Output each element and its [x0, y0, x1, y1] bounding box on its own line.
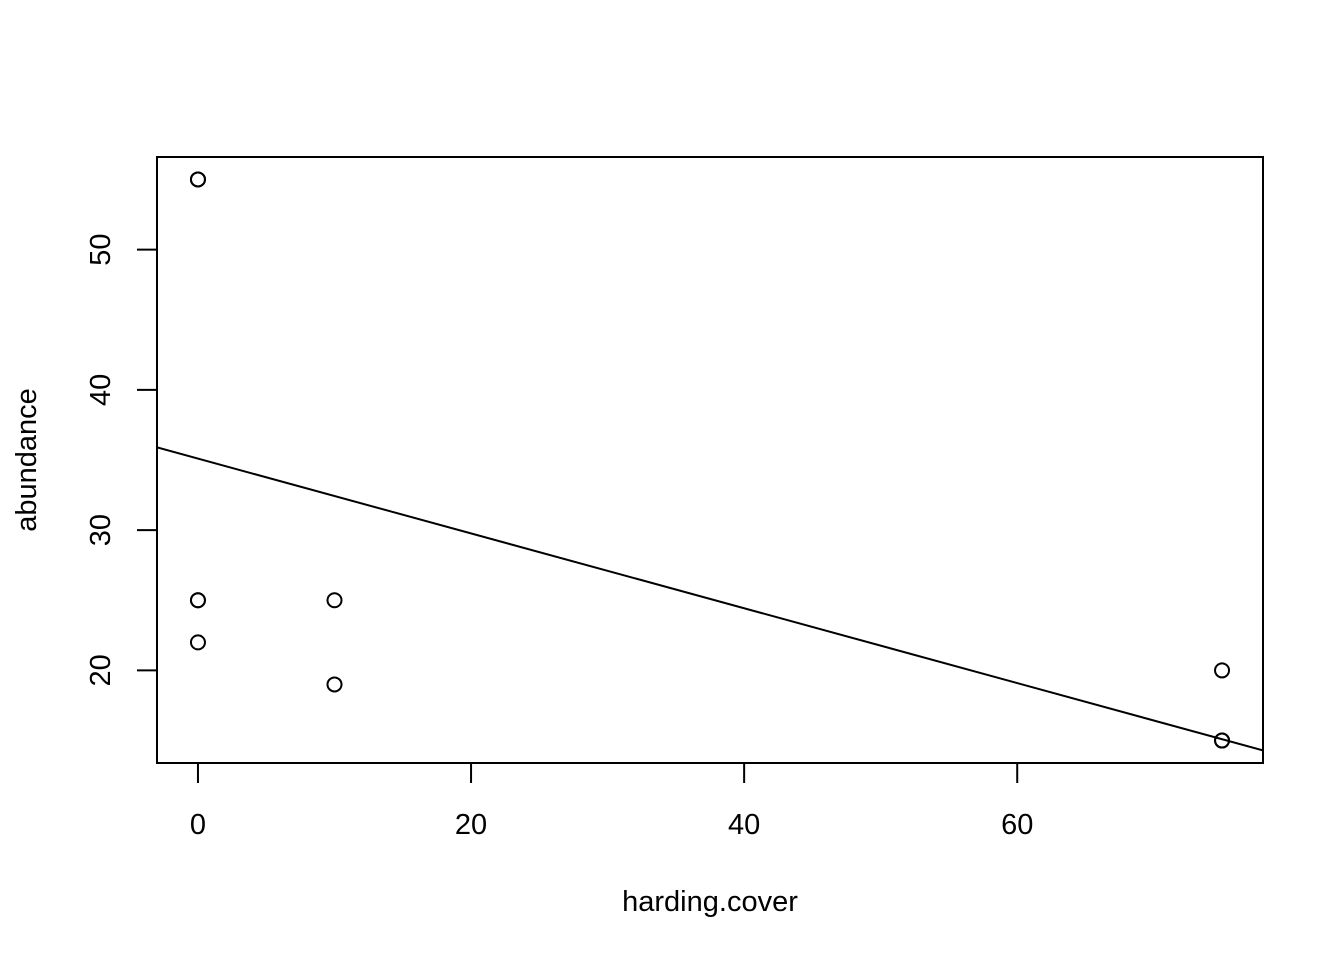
data-point	[1214, 662, 1231, 679]
data-point	[189, 592, 206, 609]
x-tick-label: 20	[455, 809, 487, 841]
y-tick-label: 30	[85, 514, 117, 546]
plot-box	[156, 156, 1264, 764]
x-axis: 0 20 40 60	[190, 762, 1033, 841]
data-point	[189, 171, 206, 188]
data-point	[326, 592, 343, 609]
data-point	[1214, 732, 1231, 749]
y-tick-label: 20	[85, 654, 117, 686]
data-point	[189, 634, 206, 651]
x-tick-label: 40	[728, 809, 760, 841]
x-axis-title: harding.cover	[622, 886, 798, 918]
y-tick-label: 40	[85, 374, 117, 406]
regression-line	[157, 446, 1263, 752]
y-axis-title: abundance	[11, 388, 43, 532]
regression-line-layer	[157, 446, 1263, 752]
y-axis: 20 30 40 50	[85, 233, 158, 687]
y-tick-label: 50	[85, 233, 117, 265]
x-tick-label: 0	[190, 809, 206, 841]
x-tick-label: 60	[1001, 809, 1033, 841]
data-points	[189, 171, 1231, 749]
data-point	[326, 676, 343, 693]
